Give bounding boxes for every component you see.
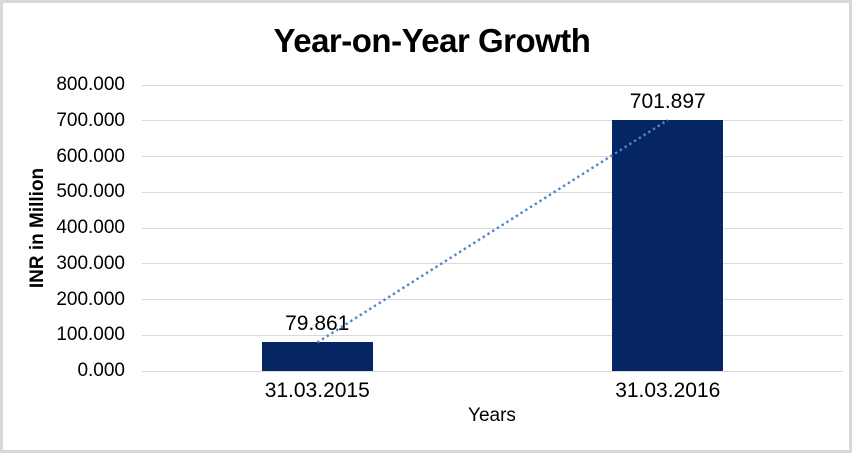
gridline: [142, 334, 843, 336]
y-tick-label: 700.000: [56, 109, 125, 131]
y-tick-label: 400.000: [56, 217, 125, 238]
trendline-layer: [316, 119, 669, 344]
y-tick-label: 200.000: [56, 288, 125, 310]
x-tick-label: 31.03.2015: [264, 379, 370, 402]
y-tick-label: 500.000: [56, 181, 125, 203]
gridline: [142, 84, 843, 86]
gridline: [142, 156, 843, 157]
data-label: 701.897: [629, 90, 706, 114]
gridline: [142, 227, 843, 229]
chart-title: Year-on-Year Growth: [273, 22, 591, 59]
x-axis-title: Years: [468, 405, 516, 426]
x-tick-label: 31.03.2016: [615, 379, 721, 402]
data-label: 79.861: [285, 312, 350, 336]
gridline: [142, 191, 843, 193]
bar-31.03.2016: [612, 120, 724, 371]
gridline: [142, 370, 843, 372]
plot-area: 79.861 701.897: [142, 84, 843, 372]
y-tick-label: 100.000: [56, 324, 125, 346]
gridline: [142, 263, 843, 265]
y-tick-label: 600.000: [56, 145, 125, 167]
trendline: [316, 119, 669, 344]
y-tick-label: 0.000: [77, 360, 125, 381]
y-tick-label: 300.000: [56, 252, 125, 274]
gridline: [142, 120, 843, 122]
gridline: [142, 299, 843, 300]
bar-31.03.2015: [261, 342, 373, 371]
y-tick-label: 800.000: [56, 74, 125, 95]
